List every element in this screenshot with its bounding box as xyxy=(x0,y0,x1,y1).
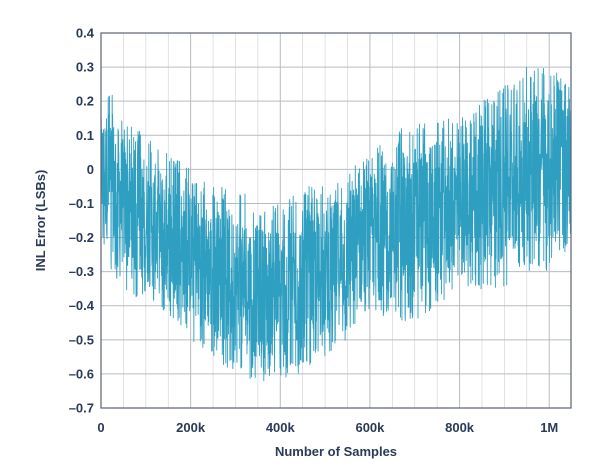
y-tick-label: –0.1 xyxy=(69,196,94,211)
plot-frame xyxy=(100,32,572,409)
x-tick-labels: 0 200k 400k 600k 800k 1M xyxy=(97,420,558,435)
y-tick-label: –0.5 xyxy=(69,332,94,347)
y-tick-label: –0.4 xyxy=(69,298,95,313)
y-tick-label: –0.3 xyxy=(69,264,94,279)
x-tick-label: 600k xyxy=(355,420,385,435)
series-layer xyxy=(100,66,572,382)
y-tick-label: –0.2 xyxy=(69,230,94,245)
y-tick-label: 0.2 xyxy=(76,94,94,109)
y-tick-labels: 0.4 0.3 0.2 0.1 0 –0.1 –0.2 –0.3 –0.4 –0.5 –0.6 –0.… xyxy=(69,26,95,416)
y-tick-label: 0.3 xyxy=(76,60,94,75)
y-tick-label: –0.6 xyxy=(69,366,94,381)
inl-error-series xyxy=(100,66,572,382)
y-tick-label: 0.1 xyxy=(76,128,94,143)
x-tick-label: 400k xyxy=(266,420,296,435)
x-tick-label: 200k xyxy=(176,420,206,435)
x-tick-label: 1M xyxy=(540,420,558,435)
x-tick-label: 800k xyxy=(445,420,475,435)
x-tick-label: 0 xyxy=(97,420,104,435)
x-axis-label: Number of Samples xyxy=(275,444,397,459)
y-tick-label: 0 xyxy=(87,162,94,177)
y-tick-label: 0.4 xyxy=(76,26,95,41)
y-tick-label: –0.7 xyxy=(69,401,94,416)
y-axis-label: INL Error (LSBs) xyxy=(33,170,48,272)
